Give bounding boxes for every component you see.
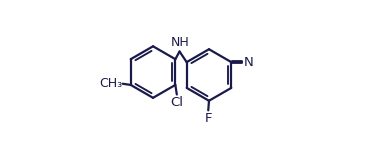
Text: N: N — [243, 56, 253, 69]
Text: F: F — [204, 111, 212, 124]
Text: CH₃: CH₃ — [99, 76, 122, 90]
Text: Cl: Cl — [170, 96, 183, 109]
Text: NH: NH — [171, 36, 190, 49]
